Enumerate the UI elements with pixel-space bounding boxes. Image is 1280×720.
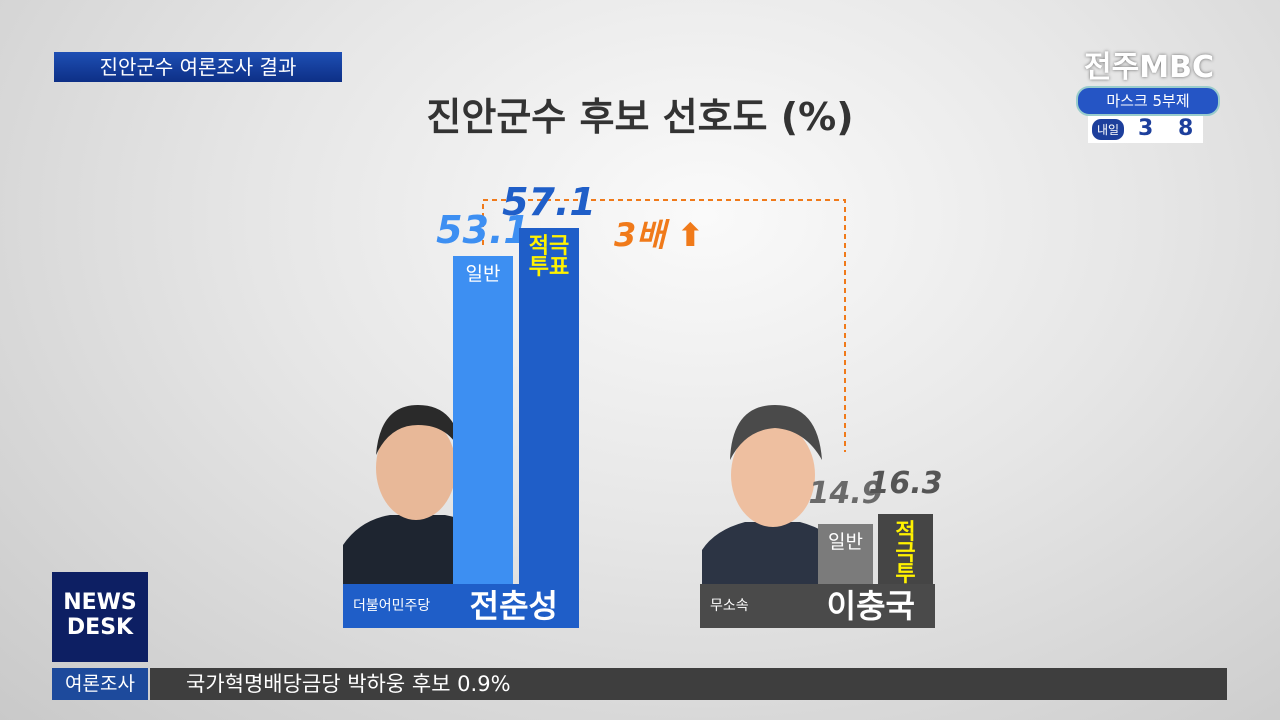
value-label: 53.1 [436, 208, 530, 253]
party: 더불어민주당 [353, 598, 431, 614]
series-label: 일반 [465, 263, 501, 286]
candidate-name: 전춘성 [469, 587, 558, 625]
brand: NEWS [63, 590, 137, 615]
name-box: 무소속 이충국 [700, 584, 935, 628]
mask-label: 마스크 5부제 [1076, 86, 1220, 116]
caption: 진안군수 여론조사 결과 [54, 52, 342, 82]
bar [519, 228, 579, 628]
value-label: 14.9 [808, 475, 883, 511]
photo [343, 405, 485, 584]
brand: DESK [66, 615, 134, 640]
annotation-text: 3배 [614, 216, 666, 254]
annotation: 3배 ⬆ [614, 216, 704, 254]
photo [702, 405, 843, 584]
logo: 전주MBC [1084, 50, 1214, 85]
chart-title: 진안군수 후보 선호도 (%) [426, 95, 854, 139]
tomorrow-digit: 3 [1138, 116, 1154, 141]
series-label: 일반 [828, 530, 863, 553]
value-label: 16.3 [868, 465, 943, 501]
ticker: 국가혁명배당금당 박하웅 후보 0.9% [150, 668, 1227, 700]
news-desk: NEWS DESK [52, 572, 148, 662]
tomorrow-box: 내일 3 8 [1088, 116, 1203, 143]
party: 무소속 [710, 598, 749, 614]
series-label: 적극 투표 [528, 234, 570, 281]
name-box: 더불어민주당 전춘성 [343, 584, 578, 628]
tomorrow-digit: 8 [1178, 116, 1194, 141]
candidate-name: 이충국 [826, 587, 915, 625]
bar [453, 256, 513, 628]
tomorrow-label: 내일 [1092, 119, 1125, 140]
connector [482, 199, 846, 452]
value-label: 57.1 [502, 180, 596, 225]
section: 여론조사 [52, 668, 148, 700]
